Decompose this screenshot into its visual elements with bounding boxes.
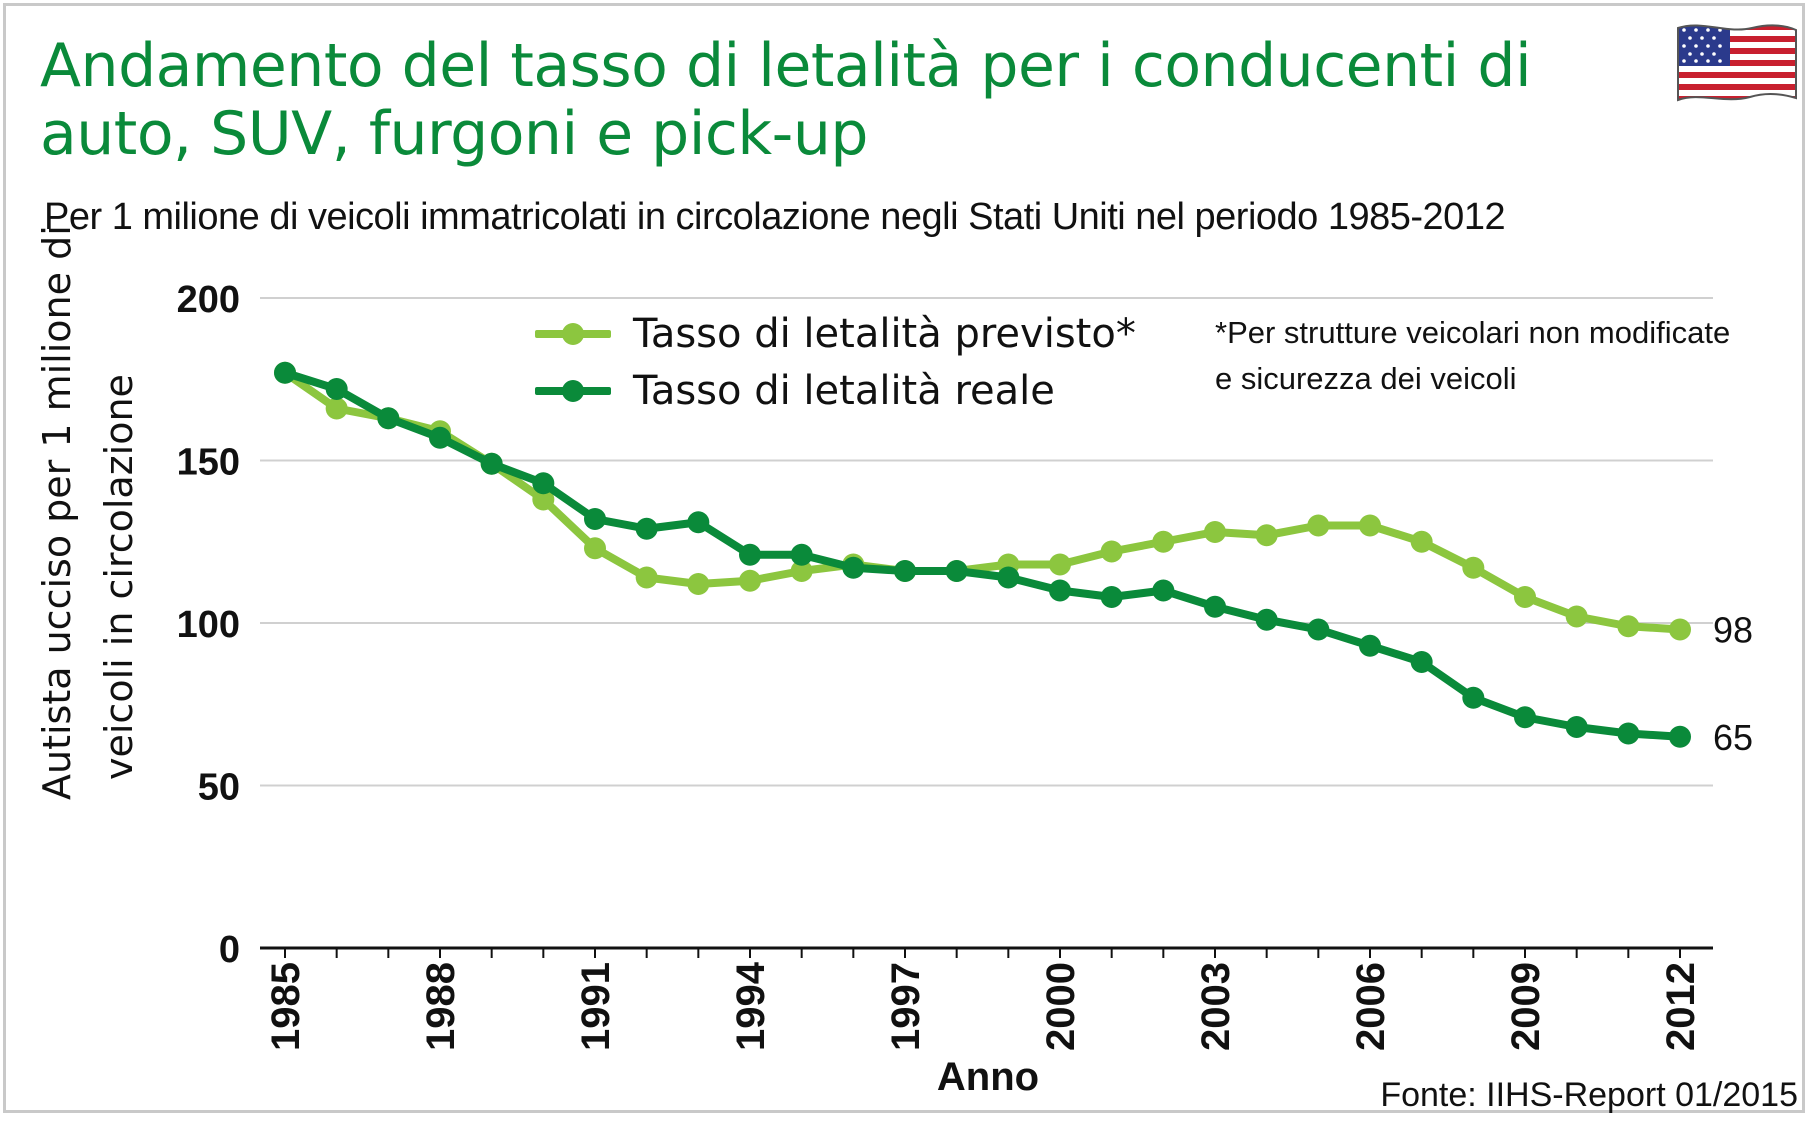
x-tick-group-1988: 1988 — [419, 962, 463, 1051]
data-point-expected-2001 — [1100, 540, 1123, 563]
data-point-expected-1995 — [790, 560, 813, 582]
data-point-expected-2010 — [1565, 605, 1588, 628]
data-point-actual-1989 — [480, 452, 503, 475]
y-tick-label-150: 150 — [177, 442, 240, 484]
chart-frame — [3, 3, 1805, 1113]
x-tick-label-2009: 2009 — [1504, 962, 1548, 1051]
end-label-actual: 65 — [1713, 717, 1753, 758]
data-point-actual-1994 — [739, 543, 761, 566]
data-point-expected-1994 — [739, 569, 761, 592]
data-point-actual-1996 — [842, 556, 865, 579]
data-point-actual-1985 — [274, 361, 296, 384]
data-point-actual-1987 — [377, 407, 400, 430]
x-tick-label-1988: 1988 — [419, 962, 463, 1051]
data-point-actual-1993 — [687, 511, 710, 534]
data-point-expected-2009 — [1514, 586, 1536, 608]
x-tick-group-1985: 1985 — [264, 962, 308, 1051]
legend-item-actual: Tasso di letalità reale — [535, 365, 1055, 417]
y-tick-label-200: 200 — [177, 279, 240, 321]
chart-title: Andamento del tasso di letalità per i co… — [40, 31, 1532, 169]
data-point-actual-1990 — [532, 472, 555, 495]
data-point-actual-1986 — [325, 378, 348, 400]
footnote: *Per strutture veicolari non modificate … — [1215, 315, 1731, 396]
data-point-actual-2003 — [1204, 595, 1226, 618]
y-axis-label-line-2: veicoli in circolazione — [97, 374, 141, 780]
x-tick-label-2006: 2006 — [1349, 962, 1393, 1051]
x-tick-group-2009: 2009 — [1504, 962, 1548, 1051]
axes — [260, 946, 1713, 958]
x-tick-label-2003: 2003 — [1194, 962, 1238, 1051]
data-point-expected-2011 — [1617, 615, 1640, 638]
data-point-actual-1997 — [894, 560, 916, 582]
y-tick-label-0: 0 — [219, 929, 240, 971]
axis-labels: Anno Autista ucciso per 1 milione di vei… — [35, 225, 1753, 1099]
data-point-expected-2005 — [1307, 514, 1330, 537]
data-point-actual-2011 — [1617, 722, 1640, 745]
usa-flag-icon — [1677, 24, 1797, 102]
data-point-actual-2002 — [1152, 579, 1175, 602]
data-point-actual-1988 — [429, 426, 451, 449]
data-point-actual-2007 — [1410, 651, 1433, 673]
data-point-actual-2012 — [1669, 725, 1691, 748]
data-point-actual-2004 — [1255, 608, 1278, 631]
data-point-expected-2007 — [1410, 530, 1433, 553]
x-tick-group-1991: 1991 — [574, 962, 618, 1051]
data-point-expected-1993 — [687, 573, 710, 595]
end-label-expected: 98 — [1713, 610, 1753, 651]
grid-lines — [260, 297, 1713, 787]
y-axis-label-line-1: Autista ucciso per 1 milione di — [35, 225, 79, 800]
data-point-expected-2012 — [1669, 618, 1691, 641]
x-axis-label: Anno — [937, 1055, 1039, 1099]
x-tick-group-1997: 1997 — [884, 962, 928, 1051]
data-point-expected-2002 — [1152, 530, 1175, 553]
x-tick-group-1994: 1994 — [729, 961, 773, 1051]
data-point-expected-2008 — [1462, 556, 1485, 579]
series-line-actual — [281, 368, 1684, 741]
data-point-actual-2000 — [1049, 579, 1071, 602]
legend-swatch-expected — [535, 323, 611, 345]
data-point-actual-1991 — [584, 508, 606, 530]
data-point-actual-2009 — [1514, 706, 1536, 729]
tick-labels: 0 50 100 150 200 1985 1988 1991 1994 1997 2000 2003… — [177, 279, 1703, 1051]
source-credit: Fonte: IIHS-Report 01/2015 — [1380, 1076, 1798, 1114]
legend-label-expected: Tasso di letalità previsto* — [633, 311, 1136, 357]
data-point-expected-1991 — [584, 537, 606, 560]
x-tick-label-1997: 1997 — [884, 962, 928, 1051]
data-point-actual-2008 — [1462, 686, 1485, 709]
x-tick-label-1991: 1991 — [574, 962, 618, 1051]
x-tick-label-2000: 2000 — [1039, 962, 1083, 1051]
data-point-actual-2005 — [1307, 618, 1330, 641]
legend-item-expected: Tasso di letalità previsto* — [535, 308, 1136, 360]
series-line-expected — [281, 368, 1684, 634]
y-tick-label-50: 50 — [198, 767, 240, 809]
data-point-actual-2001 — [1100, 586, 1123, 608]
data-series — [274, 361, 1691, 748]
data-point-actual-1999 — [997, 566, 1020, 589]
x-tick-group-2000: 2000 — [1039, 962, 1083, 1051]
data-point-actual-1992 — [635, 517, 658, 540]
data-point-actual-1995 — [790, 543, 813, 566]
x-tick-label-1994: 1994 — [729, 961, 773, 1051]
legend-label-actual: Tasso di letalità reale — [633, 368, 1055, 414]
chart-subtitle: Per 1 milione di veicoli immatricolati i… — [44, 196, 1506, 238]
data-point-expected-2003 — [1204, 521, 1226, 543]
data-point-expected-1992 — [635, 566, 658, 589]
data-point-actual-2010 — [1565, 716, 1588, 738]
x-tick-label-2012: 2012 — [1659, 962, 1703, 1051]
x-tick-group-2012: 2012 — [1659, 962, 1703, 1051]
data-point-expected-1990 — [532, 488, 555, 511]
data-point-expected-2000 — [1049, 553, 1071, 576]
data-point-expected-1986 — [325, 397, 348, 420]
data-point-actual-1998 — [945, 560, 968, 582]
data-point-expected-2006 — [1359, 514, 1381, 537]
x-tick-group-2003: 2003 — [1194, 962, 1238, 1051]
data-point-actual-2006 — [1359, 634, 1381, 657]
y-tick-label-100: 100 — [177, 604, 240, 646]
x-tick-group-2006: 2006 — [1349, 962, 1393, 1051]
x-tick-label-1985: 1985 — [264, 962, 308, 1051]
data-point-expected-2004 — [1255, 524, 1278, 547]
legend-swatch-actual — [535, 380, 611, 402]
